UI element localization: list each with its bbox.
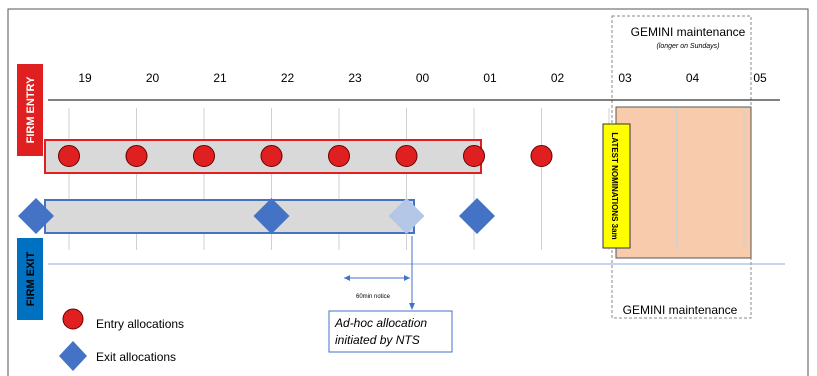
hour-label-05: 05	[753, 71, 767, 85]
exit-allocation-marker-18	[18, 198, 54, 234]
exit-allocation-bar	[44, 199, 415, 234]
firm-exit-label-box	[17, 238, 43, 320]
entry-allocation-marker-02	[530, 145, 553, 167]
gemini-bottom-label: GEMINI maintenance	[623, 303, 738, 317]
entry-allocation-marker-20	[125, 145, 148, 167]
exit-allocation-markers	[18, 198, 495, 234]
hour-label-03: 03	[618, 71, 632, 85]
hour-labels: 19 20 21 22 23 00 01 02 03 04 05	[78, 71, 767, 85]
legend-entry-circle-icon	[62, 308, 84, 330]
adhoc-callout-line1: Ad-hoc allocation	[334, 316, 427, 330]
hour-label-19: 19	[78, 71, 92, 85]
hour-label-21: 21	[213, 71, 227, 85]
entry-allocation-markers	[58, 145, 553, 167]
hour-label-04: 04	[686, 71, 700, 85]
firm-entry-label: FIRM ENTRY	[25, 76, 37, 143]
legend-exit-label: Exit allocations	[96, 350, 176, 364]
adhoc-callout-box	[328, 310, 453, 353]
notice-label: 60min notice	[356, 294, 391, 300]
maintenance-block	[615, 106, 752, 259]
hour-label-00: 00	[416, 71, 430, 85]
hour-label-01: 01	[483, 71, 497, 85]
legend-entry-label: Entry allocations	[96, 317, 184, 331]
latest-nominations-box	[602, 123, 631, 249]
gemini-title: GEMINI maintenance	[631, 25, 746, 39]
adhoc-exit-allocation-marker	[388, 198, 425, 234]
firm-exit-label: FIRM EXIT	[25, 252, 37, 307]
exit-allocation-marker-01	[459, 198, 495, 234]
hour-label-23: 23	[348, 71, 362, 85]
entry-allocation-marker-21	[193, 145, 215, 167]
gemini-subtitle: (longer on Sundays)	[656, 43, 719, 50]
entry-allocation-marker-19	[58, 145, 80, 167]
notice-arrow-right-head	[404, 275, 410, 281]
legend-exit-diamond-icon	[59, 341, 87, 371]
latest-nominations-label: LATEST NOMINATIONS 3am	[610, 132, 619, 239]
entry-allocation-marker-22	[260, 145, 283, 167]
entry-allocation-marker-23	[328, 145, 350, 167]
entry-allocation-marker-01	[463, 145, 485, 167]
firm-entry-label-box	[17, 64, 43, 156]
adhoc-callout-line2: initiated by NTS	[335, 333, 420, 347]
hour-label-20: 20	[146, 71, 160, 85]
hour-label-22: 22	[281, 71, 295, 85]
entry-allocation-marker-00	[395, 145, 418, 167]
callout-arrow-head	[409, 303, 415, 310]
hour-label-02: 02	[551, 71, 565, 85]
exit-allocation-marker-22	[253, 198, 290, 234]
notice-arrow-left-head	[344, 275, 350, 281]
